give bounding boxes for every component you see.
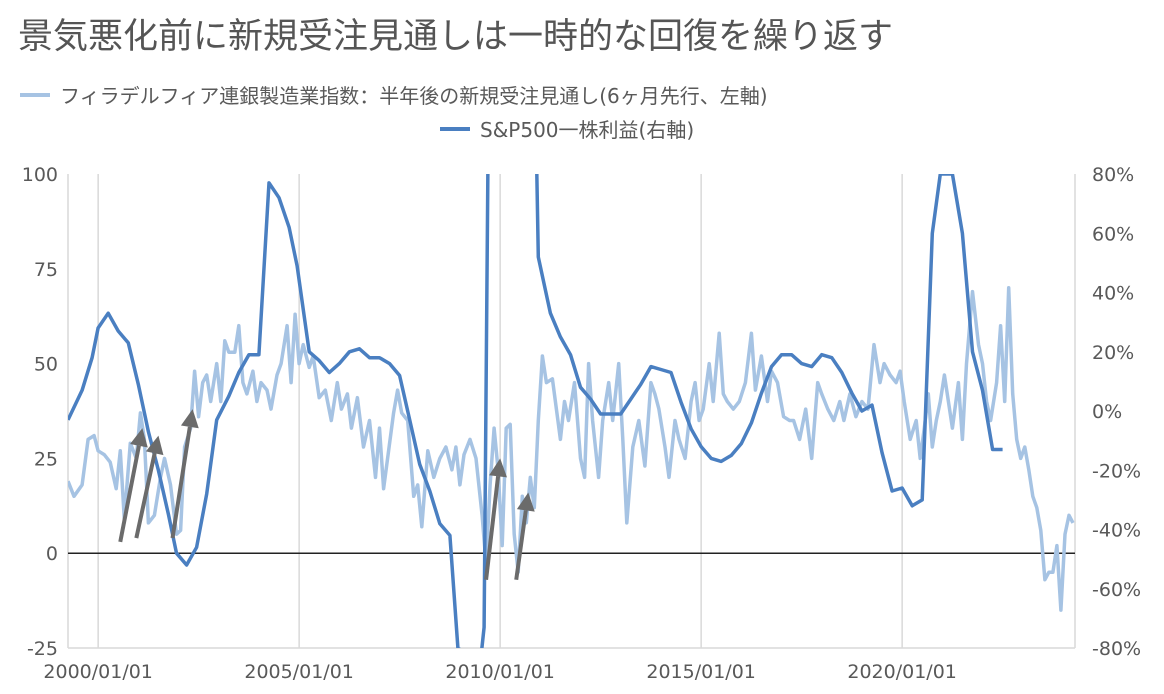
y-left-tick-label: -25	[27, 638, 58, 660]
arrow-shaft	[134, 452, 157, 539]
y-right-tick-label: -40%	[1092, 520, 1141, 542]
y-right-tick-label: 40%	[1092, 283, 1134, 305]
y-right-tick-label: -60%	[1092, 579, 1141, 601]
series-line-philly	[68, 286, 1075, 612]
arrow-shaft	[170, 426, 192, 539]
arrow-head	[489, 458, 508, 478]
legend-item-philly: フィラデルフィア連銀製造業指数：半年後の新規受注見通し(6ヶ月先行、左軸)	[20, 80, 768, 109]
y-left-tick-label: 0	[46, 543, 58, 565]
legend-swatch-sp500	[440, 126, 470, 131]
y-left-tick-label: 50	[34, 354, 58, 376]
chart-title: 景気悪化前に新規受注見通しは一時的な回復を繰り返す	[18, 17, 894, 57]
y-right-tick-label: 0%	[1092, 401, 1122, 423]
y-right-tick-label: 20%	[1092, 342, 1134, 364]
x-tick-label: 2000/01/01	[43, 661, 153, 683]
legend-item-sp500: S&P500一株利益(右軸)	[440, 114, 694, 143]
arrow-head	[145, 435, 164, 456]
arrow-head	[130, 428, 148, 448]
arrow-head	[180, 409, 199, 429]
legend-label-sp500: S&P500一株利益(右軸)	[480, 118, 695, 142]
arrow-head	[516, 492, 535, 512]
arrow-shaft	[118, 445, 141, 543]
x-tick-label: 2015/01/01	[646, 661, 756, 683]
y-right-tick-label: -20%	[1092, 460, 1141, 482]
arrow-shaft	[484, 476, 501, 580]
legend-label-philly: フィラデルフィア連銀製造業指数：半年後の新規受注見通し(6ヶ月先行、左軸)	[60, 84, 768, 108]
x-tick-label: 2020/01/01	[847, 661, 957, 683]
y-right-tick-label: -80%	[1092, 638, 1141, 660]
y-left-tick-label: 100	[22, 164, 58, 186]
y-right-tick-label: 80%	[1092, 164, 1134, 186]
arrow-shaft	[514, 510, 528, 581]
x-tick-label: 2010/01/01	[445, 661, 555, 683]
y-right-tick-label: 60%	[1092, 223, 1134, 245]
x-tick-label: 2005/01/01	[244, 661, 354, 683]
y-left-tick-label: 75	[34, 259, 58, 281]
series-line-sp500	[68, 174, 1003, 648]
legend-swatch-philly	[20, 92, 50, 97]
y-left-tick-label: 25	[34, 448, 58, 470]
